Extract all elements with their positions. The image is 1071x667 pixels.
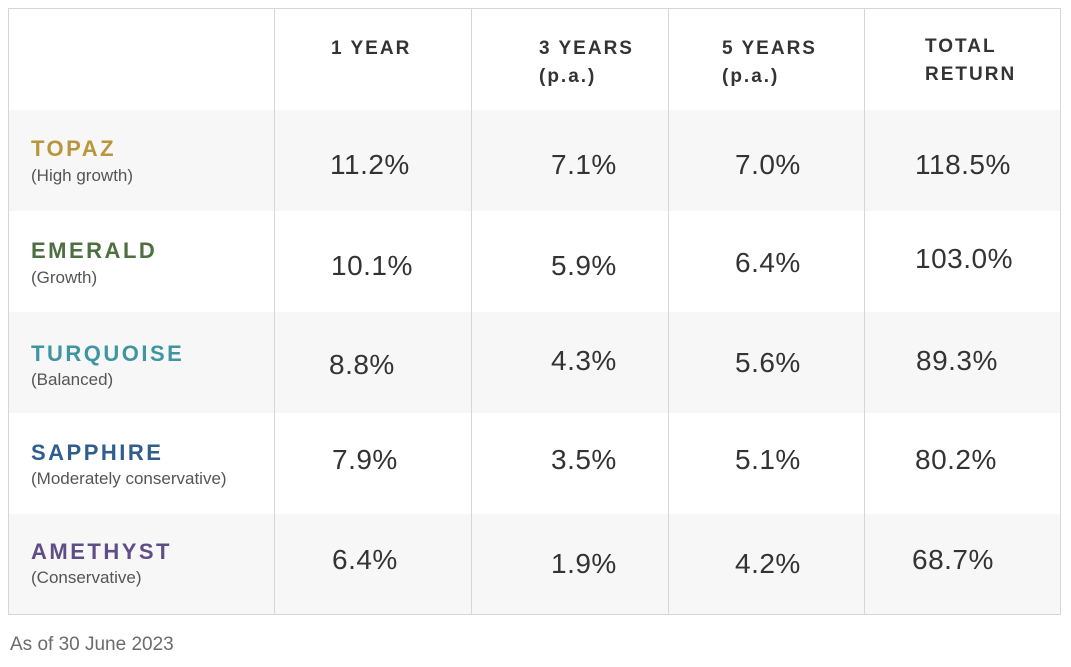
column-divider bbox=[274, 9, 275, 614]
table-row bbox=[9, 413, 1060, 514]
header-label: 5 YEARS bbox=[722, 38, 817, 59]
as-of-date-footnote: As of 30 June 2023 bbox=[10, 634, 174, 655]
fund-risk-label: (Balanced) bbox=[31, 370, 114, 389]
header-sublabel: (p.a.) bbox=[722, 66, 780, 87]
fund-name-emerald: EMERALD bbox=[31, 238, 158, 263]
return-1-year: 11.2% bbox=[330, 149, 410, 180]
header-5-years: 5 YEARS (p.a.) bbox=[722, 35, 817, 91]
table-row bbox=[9, 211, 1060, 312]
return-5-years: 7.0% bbox=[735, 149, 801, 180]
header-row bbox=[9, 9, 1060, 110]
fund-name-sapphire: SAPPHIRE bbox=[31, 440, 164, 465]
return-5-years: 6.4% bbox=[735, 247, 801, 278]
return-1-year: 7.9% bbox=[332, 444, 398, 475]
return-1-year: 6.4% bbox=[332, 544, 398, 575]
fund-name-turquoise: TURQUOISE bbox=[31, 341, 185, 366]
header-label: 3 YEARS bbox=[539, 38, 634, 59]
header-label: 1 YEAR bbox=[331, 38, 412, 59]
fund-name-amethyst: AMETHYST bbox=[31, 539, 172, 564]
fund-risk-label: (Conservative) bbox=[31, 568, 142, 587]
return-5-years: 5.6% bbox=[735, 347, 801, 378]
header-label: TOTAL bbox=[925, 36, 997, 57]
column-divider bbox=[668, 9, 669, 614]
header-total-return: TOTAL RETURN bbox=[925, 33, 1016, 89]
fund-risk-label: (Moderately conservative) bbox=[31, 469, 227, 488]
return-3-years: 7.1% bbox=[551, 149, 617, 180]
return-total: 68.7% bbox=[912, 544, 994, 575]
return-1-year: 8.8% bbox=[329, 349, 395, 380]
return-total: 103.0% bbox=[915, 243, 1013, 274]
fund-risk-label: (High growth) bbox=[31, 166, 134, 185]
column-divider bbox=[471, 9, 472, 614]
table-row bbox=[9, 312, 1060, 413]
header-3-years: 3 YEARS (p.a.) bbox=[539, 35, 634, 91]
column-divider bbox=[864, 9, 865, 614]
returns-table: 1 YEAR 3 YEARS (p.a.) 5 YEARS (p.a.) TOT… bbox=[8, 8, 1061, 615]
header-sublabel: RETURN bbox=[925, 64, 1017, 85]
return-3-years: 3.5% bbox=[551, 444, 617, 475]
fund-risk-label: (Growth) bbox=[31, 268, 98, 287]
return-3-years: 1.9% bbox=[551, 548, 617, 579]
header-sublabel: (p.a.) bbox=[539, 66, 597, 87]
return-total: 118.5% bbox=[915, 149, 1011, 180]
return-total: 89.3% bbox=[916, 345, 998, 376]
header-1-year: 1 YEAR bbox=[331, 35, 411, 63]
return-3-years: 5.9% bbox=[551, 250, 617, 281]
return-3-years: 4.3% bbox=[551, 345, 617, 376]
fund-name-topaz: TOPAZ bbox=[31, 136, 117, 161]
return-total: 80.2% bbox=[915, 444, 997, 475]
return-5-years: 4.2% bbox=[735, 548, 801, 579]
return-1-year: 10.1% bbox=[331, 250, 413, 281]
table-row bbox=[9, 110, 1060, 211]
return-5-years: 5.1% bbox=[735, 444, 801, 475]
table-row bbox=[9, 514, 1060, 614]
